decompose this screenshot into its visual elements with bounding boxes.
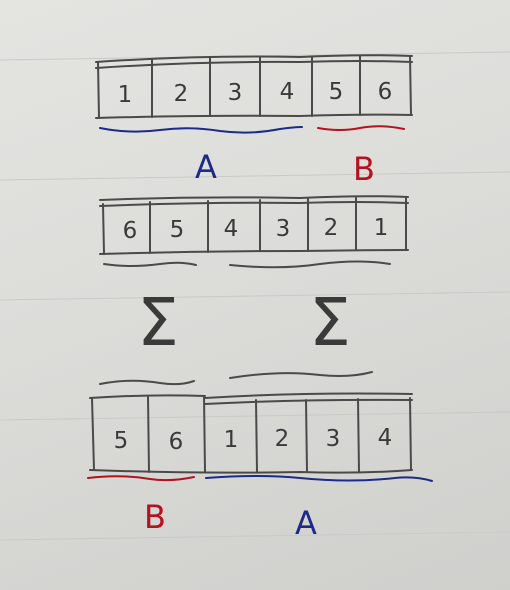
middle-right-underline — [229, 260, 391, 269]
top-label-b: B — [353, 150, 375, 188]
bottom-cell-4: 2 — [275, 426, 290, 452]
middle-cell-6: 1 — [374, 215, 389, 241]
bottom-label-b: B — [144, 498, 166, 536]
bottom-blue-underline — [205, 475, 433, 482]
top-cell-1: 1 — [118, 82, 133, 108]
top-red-underline — [317, 125, 405, 131]
middle-cell-2: 5 — [170, 217, 185, 243]
bottom-label-a: A — [295, 504, 317, 542]
top-cell-4: 4 — [280, 79, 295, 105]
bottom-cell-5: 3 — [326, 426, 341, 452]
bottom-cell-6: 4 — [378, 425, 393, 451]
top-label-a: A — [195, 148, 217, 186]
bottom-strip — [89, 392, 413, 474]
bottom-cell-1: 5 — [114, 428, 129, 454]
bottom-cell-3: 1 — [224, 427, 239, 453]
middle-right-overline — [229, 371, 373, 379]
middle-cell-4: 3 — [276, 216, 291, 242]
bottom-cell-2: 6 — [169, 429, 184, 455]
middle-left-overline — [99, 379, 195, 386]
middle-left-symbol: Σ — [137, 284, 179, 361]
middle-cell-3: 4 — [224, 216, 239, 242]
top-strip — [95, 54, 413, 119]
top-blue-underline — [99, 126, 303, 134]
top-cell-5: 5 — [329, 79, 344, 105]
middle-strip — [99, 195, 409, 255]
bottom-red-underline — [87, 475, 195, 482]
top-cell-3: 3 — [228, 80, 243, 106]
top-cell-2: 2 — [174, 81, 189, 107]
middle-left-underline — [103, 261, 197, 267]
paper-ruling — [0, 51, 510, 541]
middle-cell-1: 6 — [123, 218, 138, 244]
top-cell-6: 6 — [378, 79, 393, 105]
middle-cell-5: 2 — [324, 215, 339, 241]
middle-right-symbol: Σ — [309, 284, 351, 361]
